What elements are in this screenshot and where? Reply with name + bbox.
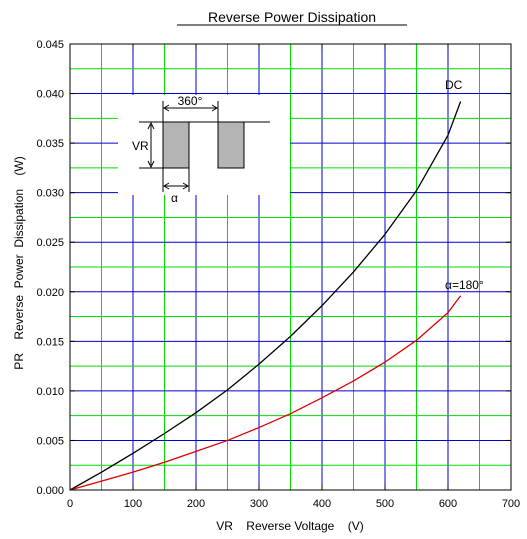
x-tick-label: 100 [124, 498, 142, 510]
inset-360-arrowhead-left [163, 104, 170, 112]
inset-vr-label: VR [132, 139, 149, 153]
y-tick-label: 0.015 [36, 336, 64, 348]
inset-360-label: 360° [178, 94, 203, 108]
axis-ticks [69, 43, 512, 491]
x-tick-labels: 0 100 200 300 400 500 600 700 [67, 498, 520, 510]
y-tick-label: 0.005 [36, 435, 64, 447]
x-tick-label: 600 [439, 498, 457, 510]
y-tick-label: 0.030 [36, 188, 64, 200]
y-tick-labels: 0.000 0.005 0.010 0.015 0.020 0.025 0.030 0.035… [36, 39, 64, 497]
series-line-dc [69, 101, 462, 491]
y-tick-label: 0.035 [36, 138, 64, 150]
inset-pulse-2 [217, 121, 245, 169]
inset-vr-arrowhead-top [147, 121, 155, 130]
x-tick-label: 500 [376, 498, 394, 510]
x-tick-label: 0 [67, 498, 73, 510]
inset-background [118, 95, 290, 195]
y-tick-label: 0.000 [36, 485, 64, 497]
inset-360-arrowhead-right [211, 104, 218, 112]
inset-alpha-label: α [171, 191, 178, 205]
waveform-inset: VR 360° α [118, 94, 290, 205]
y-tick-label: 0.020 [36, 287, 64, 299]
series-group [69, 101, 462, 491]
inset-alpha-arrowhead-left [163, 182, 170, 190]
series-line-alpha180 [69, 295, 462, 491]
dc-annotation: DC [445, 78, 463, 92]
y-tick-label: 0.025 [36, 237, 64, 249]
inset-alpha-arrowhead-right [182, 182, 189, 190]
y-tick-label: 0.010 [36, 386, 64, 398]
inset-vr-arrowhead-bottom [147, 160, 155, 169]
plot-frame [69, 43, 512, 491]
y-tick-label: 0.040 [36, 89, 64, 101]
x-axis-label: VR Reverse Voltage (V) [216, 519, 363, 533]
x-tick-label: 400 [313, 498, 331, 510]
chart-title: Reverse Power Dissipation [208, 9, 376, 25]
x-tick-label: 300 [250, 498, 268, 510]
x-tick-label: 700 [502, 498, 520, 510]
y-tick-label: 0.045 [36, 39, 64, 51]
y-axis-label: PR Reverse Power Dissipation (W) [12, 156, 26, 369]
alpha180-annotation: α=180° [445, 278, 484, 292]
inset-pulse-1 [162, 121, 190, 169]
x-tick-label: 200 [187, 498, 205, 510]
